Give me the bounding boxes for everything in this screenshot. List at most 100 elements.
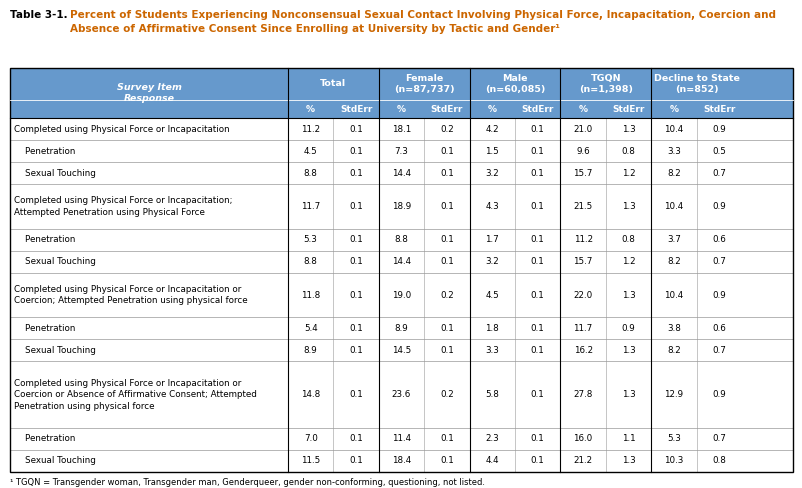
Text: 11.4: 11.4: [391, 434, 411, 443]
Text: StdErr: StdErr: [521, 104, 553, 114]
Text: 10.3: 10.3: [663, 456, 683, 466]
Text: 8.8: 8.8: [394, 235, 408, 244]
Text: StdErr: StdErr: [612, 104, 644, 114]
Text: 0.1: 0.1: [349, 390, 363, 399]
Text: %: %: [669, 104, 678, 114]
Text: 3.8: 3.8: [666, 324, 680, 333]
Text: 11.8: 11.8: [301, 290, 320, 300]
Text: 0.1: 0.1: [349, 235, 363, 244]
Text: 3.3: 3.3: [666, 147, 680, 156]
Text: 5.4: 5.4: [303, 324, 317, 333]
Text: Decline to State
(n=852): Decline to State (n=852): [653, 74, 739, 94]
Text: 16.0: 16.0: [573, 434, 592, 443]
Text: Completed using Physical Force or Incapacitation;
Attempted Penetration using Ph: Completed using Physical Force or Incapa…: [14, 196, 233, 217]
Text: 4.5: 4.5: [485, 290, 499, 300]
Text: 15.7: 15.7: [573, 257, 592, 266]
Text: 0.9: 0.9: [711, 390, 725, 399]
Text: Completed using Physical Force or Incapacitation: Completed using Physical Force or Incapa…: [14, 124, 229, 134]
Text: 0.1: 0.1: [530, 346, 544, 355]
Text: Sexual Touching: Sexual Touching: [14, 346, 95, 355]
Text: 4.4: 4.4: [485, 456, 499, 466]
Text: 8.2: 8.2: [666, 346, 680, 355]
Text: 5.8: 5.8: [484, 390, 499, 399]
Text: 0.1: 0.1: [439, 456, 453, 466]
Text: %: %: [488, 104, 496, 114]
Text: 14.5: 14.5: [391, 346, 411, 355]
Text: 1.1: 1.1: [621, 434, 634, 443]
Text: 18.4: 18.4: [391, 456, 411, 466]
Text: 0.1: 0.1: [530, 324, 544, 333]
Text: 0.1: 0.1: [439, 169, 453, 178]
Text: 18.9: 18.9: [391, 202, 411, 211]
Bar: [10, 118, 792, 140]
Text: Table 3-1.: Table 3-1.: [10, 10, 67, 20]
Text: 10.4: 10.4: [663, 290, 683, 300]
Text: 0.1: 0.1: [439, 235, 453, 244]
Text: 0.1: 0.1: [530, 235, 544, 244]
Text: 0.1: 0.1: [530, 434, 544, 443]
Text: 1.3: 1.3: [621, 202, 634, 211]
Text: 0.1: 0.1: [530, 290, 544, 300]
Text: Penetration: Penetration: [14, 324, 75, 333]
Text: 0.1: 0.1: [349, 169, 363, 178]
Text: 2.3: 2.3: [485, 434, 499, 443]
Text: 3.3: 3.3: [484, 346, 499, 355]
Text: Penetration: Penetration: [14, 235, 75, 244]
Bar: [10, 251, 792, 273]
Text: 1.3: 1.3: [621, 456, 634, 466]
Text: 5.3: 5.3: [303, 235, 318, 244]
Text: 10.4: 10.4: [663, 202, 683, 211]
Text: 27.8: 27.8: [573, 390, 592, 399]
Text: 0.1: 0.1: [439, 346, 453, 355]
Text: 0.1: 0.1: [349, 147, 363, 156]
Bar: [10, 68, 792, 472]
Text: 0.1: 0.1: [530, 456, 544, 466]
Text: 0.6: 0.6: [711, 324, 725, 333]
Text: Sexual Touching: Sexual Touching: [14, 456, 95, 466]
Text: 0.9: 0.9: [711, 202, 725, 211]
Bar: [10, 68, 792, 118]
Text: Penetration: Penetration: [14, 147, 75, 156]
Bar: [10, 162, 792, 184]
Text: 11.7: 11.7: [301, 202, 320, 211]
Bar: [10, 450, 792, 472]
Text: 0.1: 0.1: [530, 147, 544, 156]
Text: 0.1: 0.1: [439, 202, 453, 211]
Text: 3.2: 3.2: [485, 169, 499, 178]
Text: 0.1: 0.1: [349, 346, 363, 355]
Text: 21.5: 21.5: [573, 202, 592, 211]
Text: 18.1: 18.1: [391, 124, 411, 134]
Bar: [10, 140, 792, 162]
Bar: [10, 362, 792, 428]
Text: 8.8: 8.8: [303, 169, 318, 178]
Text: 0.2: 0.2: [439, 124, 453, 134]
Text: 16.2: 16.2: [573, 346, 592, 355]
Text: 21.2: 21.2: [573, 456, 592, 466]
Bar: [10, 317, 792, 339]
Text: %: %: [578, 104, 587, 114]
Text: 14.4: 14.4: [391, 257, 411, 266]
Text: 4.3: 4.3: [485, 202, 499, 211]
Text: 1.8: 1.8: [485, 324, 499, 333]
Text: 12.9: 12.9: [663, 390, 683, 399]
Text: 8.9: 8.9: [303, 346, 317, 355]
Text: 0.6: 0.6: [711, 235, 725, 244]
Text: Total: Total: [320, 80, 346, 88]
Text: 11.2: 11.2: [301, 124, 320, 134]
Text: 14.8: 14.8: [301, 390, 320, 399]
Text: 0.7: 0.7: [711, 257, 726, 266]
Text: 1.5: 1.5: [485, 147, 499, 156]
Text: 0.8: 0.8: [621, 147, 634, 156]
Text: Penetration: Penetration: [14, 434, 75, 443]
Text: 1.2: 1.2: [621, 169, 634, 178]
Text: 0.1: 0.1: [530, 390, 544, 399]
Text: 0.8: 0.8: [621, 235, 634, 244]
Text: 11.7: 11.7: [573, 324, 592, 333]
Text: ¹ TGQN = Transgender woman, Transgender man, Genderqueer, gender non-conforming,: ¹ TGQN = Transgender woman, Transgender …: [10, 478, 484, 487]
Text: Male
(n=60,085): Male (n=60,085): [484, 74, 545, 94]
Text: 7.3: 7.3: [394, 147, 408, 156]
Text: Survey Item
Response: Survey Item Response: [116, 83, 181, 103]
Text: 0.7: 0.7: [711, 169, 726, 178]
Text: 0.1: 0.1: [530, 124, 544, 134]
Text: Percent of Students Experiencing Nonconsensual Sexual Contact Involving Physical: Percent of Students Experiencing Noncons…: [70, 10, 775, 34]
